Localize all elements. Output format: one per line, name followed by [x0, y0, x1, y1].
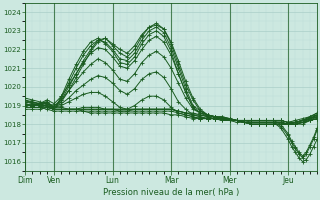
- X-axis label: Pression niveau de la mer( hPa ): Pression niveau de la mer( hPa ): [103, 188, 239, 197]
